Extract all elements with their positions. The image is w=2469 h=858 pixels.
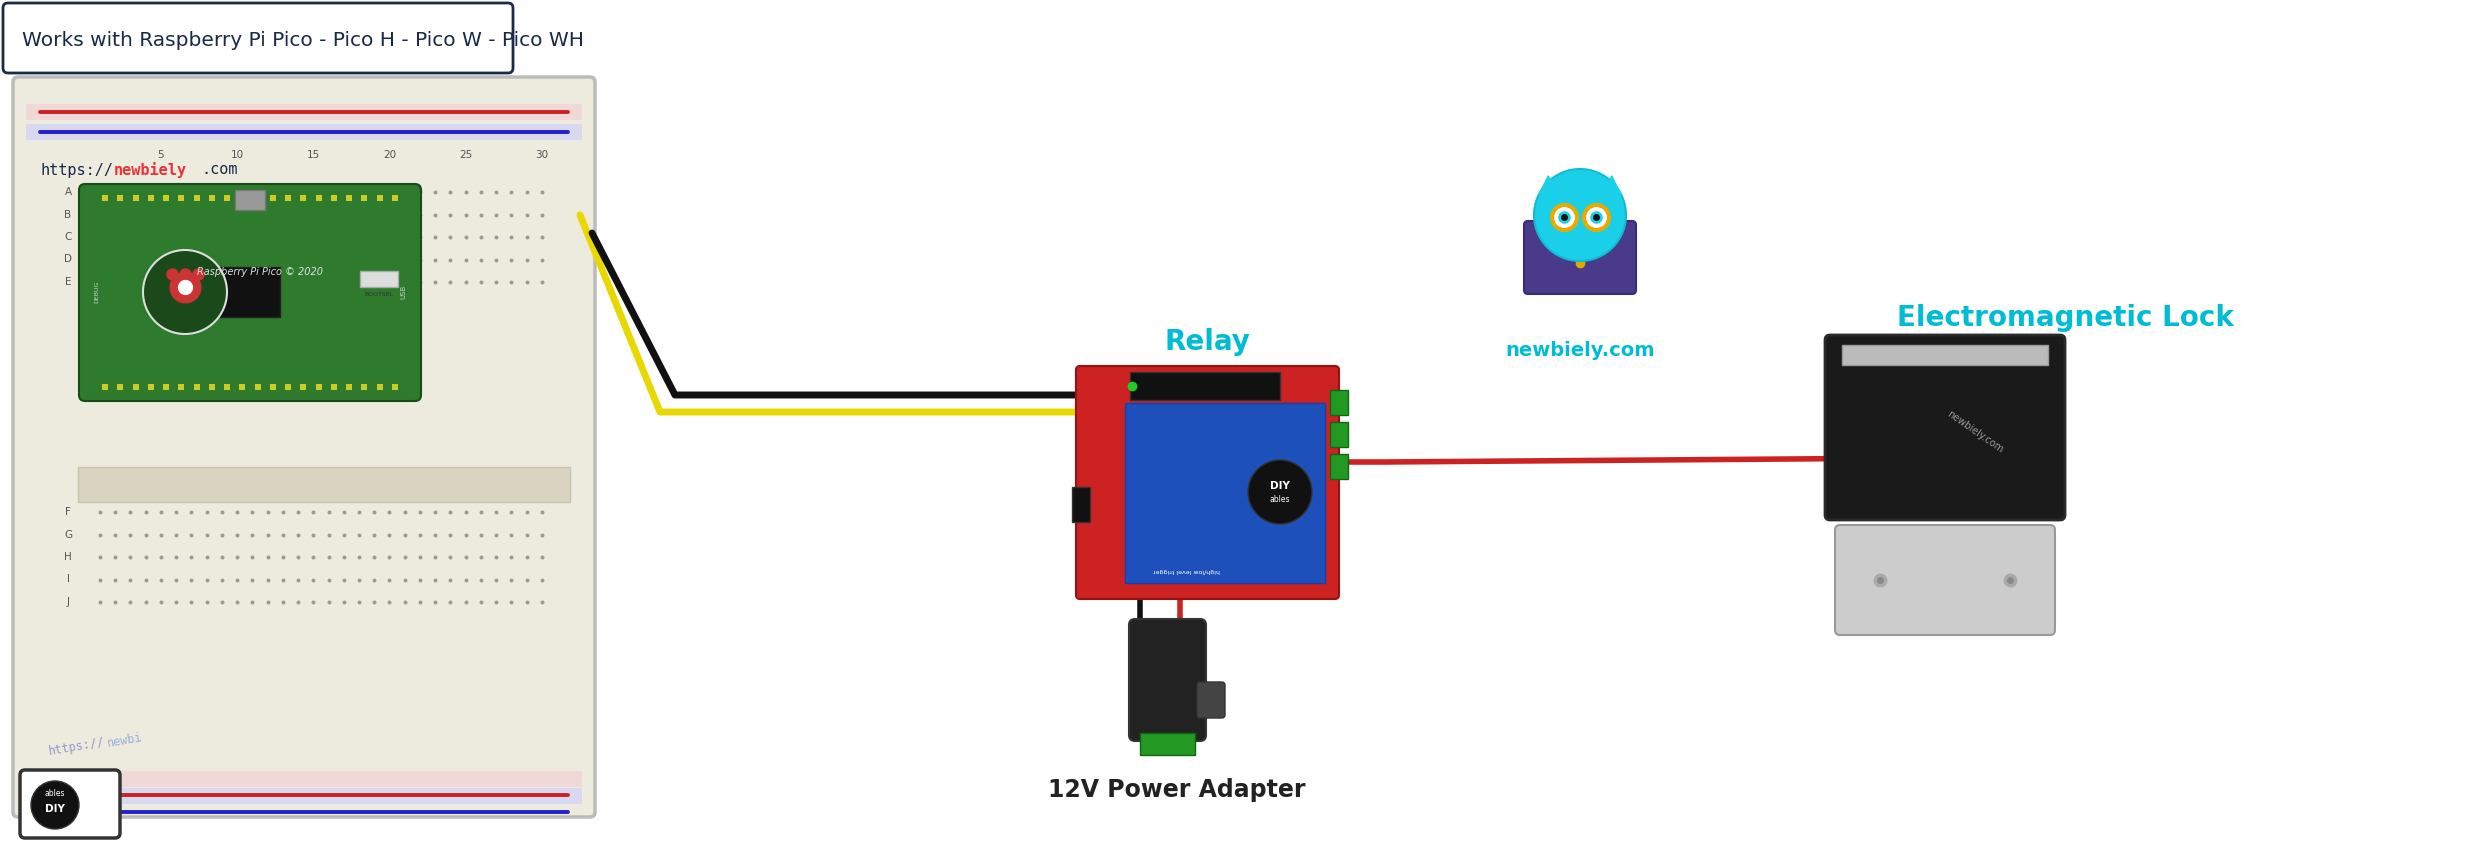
Text: G: G: [64, 529, 72, 540]
Circle shape: [1247, 460, 1311, 524]
Text: high/low level trigger: high/low level trigger: [1153, 567, 1220, 572]
Text: 25: 25: [459, 150, 472, 160]
Text: newbiely: newbiely: [114, 162, 188, 178]
Text: 5: 5: [158, 150, 165, 160]
Bar: [27, 104, 583, 120]
Text: USB: USB: [400, 285, 405, 299]
Bar: [79, 467, 570, 502]
Bar: [1842, 345, 2047, 365]
Text: .com: .com: [200, 162, 237, 178]
Text: 15: 15: [306, 150, 321, 160]
Text: 10: 10: [230, 150, 244, 160]
Bar: [235, 190, 264, 210]
Text: Relay: Relay: [1163, 328, 1249, 356]
Bar: [27, 124, 583, 140]
Text: Raspberry Pi Pico © 2020: Raspberry Pi Pico © 2020: [198, 267, 323, 277]
FancyBboxPatch shape: [12, 77, 595, 817]
Bar: [1072, 487, 1089, 522]
FancyBboxPatch shape: [1825, 335, 2064, 520]
Text: I: I: [67, 575, 69, 584]
Circle shape: [1533, 169, 1627, 261]
Bar: [27, 771, 583, 787]
Text: H: H: [64, 552, 72, 562]
Circle shape: [32, 781, 79, 829]
Bar: [360, 271, 398, 287]
FancyBboxPatch shape: [1523, 221, 1637, 294]
Polygon shape: [1538, 175, 1563, 195]
Text: ables: ables: [1269, 496, 1291, 505]
Text: A: A: [64, 187, 72, 197]
Bar: [1331, 454, 1348, 479]
Text: E: E: [64, 277, 72, 287]
FancyBboxPatch shape: [1128, 619, 1205, 741]
Circle shape: [143, 250, 227, 334]
Bar: [1131, 372, 1279, 400]
FancyBboxPatch shape: [79, 184, 422, 401]
FancyBboxPatch shape: [2, 3, 514, 73]
Bar: [220, 267, 279, 317]
Text: DEBUG: DEBUG: [94, 281, 99, 303]
FancyBboxPatch shape: [1076, 366, 1338, 599]
Text: DIY: DIY: [44, 804, 64, 814]
Text: 20: 20: [383, 150, 395, 160]
Text: 30: 30: [536, 150, 548, 160]
FancyBboxPatch shape: [1834, 525, 2054, 635]
Bar: [1141, 733, 1195, 755]
Text: https://: https://: [40, 162, 114, 178]
Polygon shape: [1597, 175, 1622, 195]
Text: D: D: [64, 255, 72, 264]
Bar: [1126, 403, 1326, 583]
Bar: [1331, 422, 1348, 447]
Text: newbiely.com: newbiely.com: [1506, 341, 1654, 360]
Text: 12V Power Adapter: 12V Power Adapter: [1049, 778, 1306, 802]
Text: Electromagnetic Lock: Electromagnetic Lock: [1896, 304, 2234, 332]
Text: B: B: [64, 209, 72, 220]
Text: https://: https://: [47, 735, 106, 758]
FancyBboxPatch shape: [20, 770, 121, 838]
Bar: [1331, 390, 1348, 415]
Text: C: C: [64, 232, 72, 242]
Text: F: F: [64, 507, 72, 517]
Text: J: J: [67, 597, 69, 607]
FancyBboxPatch shape: [1197, 682, 1225, 718]
Text: DIY: DIY: [1269, 481, 1289, 491]
Text: newbiely.com: newbiely.com: [1946, 409, 2005, 455]
Text: BOOTSEL: BOOTSEL: [365, 293, 393, 298]
Text: Works with Raspberry Pi Pico - Pico H - Pico W - Pico WH: Works with Raspberry Pi Pico - Pico H - …: [22, 31, 585, 50]
Text: ables: ables: [44, 789, 64, 799]
Bar: [27, 788, 583, 804]
Text: newbi: newbi: [106, 730, 143, 750]
